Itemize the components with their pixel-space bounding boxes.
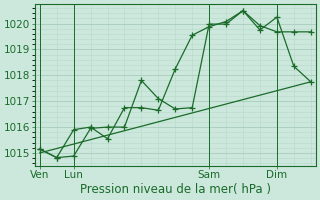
X-axis label: Pression niveau de la mer( hPa ): Pression niveau de la mer( hPa ) [80,183,271,196]
